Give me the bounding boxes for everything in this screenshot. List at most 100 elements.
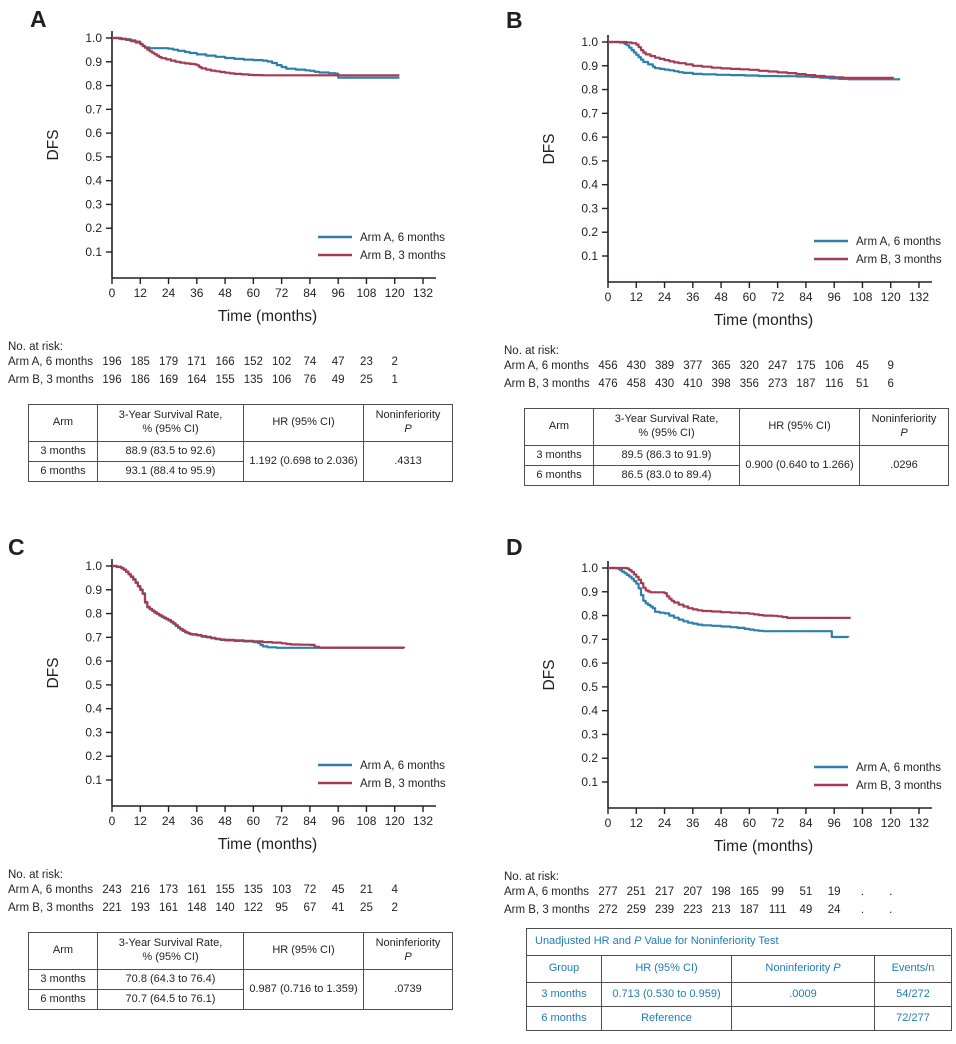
header-arm: Arm	[28, 404, 98, 442]
risk-count: 247	[768, 360, 788, 372]
risk-count: 45	[856, 360, 869, 372]
y-tick-label: 0.7	[581, 106, 598, 120]
risk-count: 196	[102, 356, 122, 368]
risk-count: 25	[360, 374, 373, 386]
x-tick-label: 0	[109, 814, 116, 828]
table-header-row: Arm 3-Year Survival Rate,% (95% CI) HR (…	[524, 408, 949, 446]
y-tick-label: 1.0	[85, 559, 102, 573]
risk-count: 49	[799, 904, 813, 916]
y-tick-label: 0.9	[85, 55, 102, 69]
risk-count: .	[860, 886, 865, 898]
y-axis-title: DFS	[45, 130, 62, 161]
panel-a-label: A	[30, 6, 47, 32]
risk-count: 152	[243, 356, 263, 368]
x-tick-label: 96	[332, 814, 346, 828]
header-hr: HR (95% CI)	[243, 932, 364, 970]
risk-row-arm-a: Arm A, 6 months 243 216 173 161 155 135 103 72 4…	[0, 884, 478, 899]
y-tick-label: 0.3	[85, 725, 102, 739]
risk-count: 67	[303, 902, 317, 914]
x-tick-label: 60	[247, 286, 261, 300]
risk-count: 458	[626, 378, 646, 390]
y-tick-label: 0.6	[85, 126, 102, 140]
risk-count: 169	[158, 374, 179, 386]
y-tick-label: 1.0	[581, 35, 598, 49]
y-tick-label: 0.3	[581, 201, 598, 215]
x-tick-label: 60	[743, 290, 757, 304]
risk-count: 47	[331, 356, 345, 368]
risk-count: 74	[303, 356, 317, 368]
header-hr: HR (95% CI)	[739, 408, 860, 446]
panel-b-label: B	[506, 7, 523, 33]
x-tick-label: 72	[771, 290, 785, 304]
risk-count: 106	[824, 360, 844, 372]
table-row: 6 months Reference 72/277	[526, 1006, 952, 1031]
risk-header: No. at risk:	[504, 871, 559, 883]
table-row: 3 months 0.713 (0.530 to 0.959) .0009 54…	[526, 982, 952, 1007]
panel-a: A 1.0 0.9 0.8 0.7 0.6 0.5 0.4 0.3 0.2 0.1 0 12 24 36 4…	[0, 0, 478, 514]
km-curve-arm-b	[112, 564, 405, 649]
risk-count: 164	[187, 374, 207, 386]
km-curve-arm-b	[608, 40, 895, 79]
y-axis-title: DFS	[541, 134, 558, 165]
x-tick-label: 84	[799, 816, 813, 830]
header-noninferiority-p: Noninferiority P	[363, 932, 453, 970]
risk-row-label: Arm B, 3 months	[8, 374, 94, 386]
risk-count: 24	[827, 904, 841, 916]
y-tick-label: 0.6	[581, 656, 598, 670]
header-group: Group	[526, 955, 602, 983]
risk-count: 179	[158, 356, 179, 368]
risk-count: 103	[272, 884, 292, 896]
header-survival: 3-Year Survival Rate,% (95% CI)	[593, 408, 740, 446]
risk-header: No. at risk:	[8, 869, 63, 881]
risk-count: 239	[654, 904, 675, 916]
km-curve-arm-a	[608, 40, 901, 81]
risk-row-arm-a: Arm A, 6 months 277 251 217 207 198 165 99 51 19…	[496, 886, 956, 901]
x-tick-label: 24	[162, 814, 176, 828]
x-tick-label: 120	[385, 286, 405, 300]
risk-count: 102	[272, 356, 292, 368]
x-tick-label: 36	[686, 816, 700, 830]
p-value: .0296	[859, 445, 949, 486]
risk-count: 173	[158, 884, 179, 896]
risk-count: 51	[799, 886, 813, 898]
axes	[607, 561, 932, 809]
x-tick-label: 108	[852, 816, 872, 830]
y-tick-label: 0.4	[85, 174, 102, 188]
risk-count: 217	[654, 886, 675, 898]
x-tick-label: 24	[658, 290, 672, 304]
axes	[607, 35, 932, 283]
summary-table-d: Unadjusted HR and P Value for Noninferio…	[526, 928, 952, 1031]
x-tick-label: 12	[630, 816, 644, 830]
x-tick-label: 48	[218, 814, 232, 828]
risk-count: 23	[360, 356, 373, 368]
risk-count: 51	[856, 378, 869, 390]
header-hr: HR (95% CI)	[601, 955, 732, 983]
y-tick-label: 0.9	[85, 583, 102, 597]
table-header-row: Group HR (95% CI) Noninferiority P Event…	[526, 955, 952, 983]
legend-label: Arm A, 6 months	[856, 236, 941, 248]
table-header-row: Arm 3-Year Survival Rate,% (95% CI) HR (…	[28, 404, 453, 442]
risk-count: 251	[626, 886, 646, 898]
panel-b: B 1.0 0.9 0.8 0.7 0.6 0.5 0.4 0.3 0.2 0.1 0 12 24 36 4…	[478, 0, 956, 514]
x-axis-title: Time (months)	[218, 308, 317, 325]
header-hr: HR (95% CI)	[243, 404, 364, 442]
risk-count: 320	[739, 360, 759, 372]
x-tick-label: 84	[799, 290, 813, 304]
km-curve-arm-a	[112, 36, 400, 79]
panel-d-label: D	[506, 534, 523, 560]
risk-count: 243	[102, 884, 122, 896]
risk-count: 187	[796, 378, 816, 390]
y-tick-label: 0.7	[85, 630, 102, 644]
summary-table-b: Arm 3-Year Survival Rate,% (95% CI) HR (…	[524, 408, 949, 486]
x-tick-label: 132	[413, 814, 433, 828]
x-tick-label: 0	[605, 290, 612, 304]
legend-label: Arm B, 3 months	[856, 780, 942, 792]
x-tick-label: 12	[134, 814, 148, 828]
table-d-title: Unadjusted HR and P Value for Noninferio…	[526, 928, 952, 956]
legend-label: Arm B, 3 months	[856, 254, 942, 266]
risk-counts: 243 216 173 161 155 135 103 72 45 21 4	[0, 884, 478, 899]
risk-count: 456	[598, 360, 618, 372]
risk-counts: 196 186 169 164 155 135 106 76 49 25 1	[0, 374, 478, 389]
y-tick-label: 0.9	[581, 585, 598, 599]
risk-header: No. at risk:	[8, 341, 63, 353]
